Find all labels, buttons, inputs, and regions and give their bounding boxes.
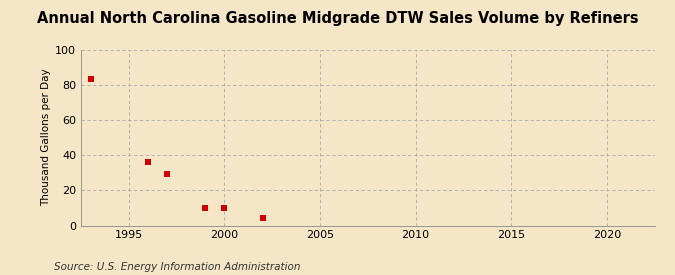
Text: Source: U.S. Energy Information Administration: Source: U.S. Energy Information Administ… (54, 262, 300, 272)
Point (142, 160, 153, 164)
Point (162, 172, 173, 177)
Point (85, 77, 96, 82)
Y-axis label: Thousand Gallons per Day: Thousand Gallons per Day (41, 69, 51, 206)
Point (200, 206, 211, 210)
Text: Annual North Carolina Gasoline Midgrade DTW Sales Volume by Refiners: Annual North Carolina Gasoline Midgrade … (36, 11, 639, 26)
Point (219, 206, 230, 210)
Point (257, 216, 268, 221)
